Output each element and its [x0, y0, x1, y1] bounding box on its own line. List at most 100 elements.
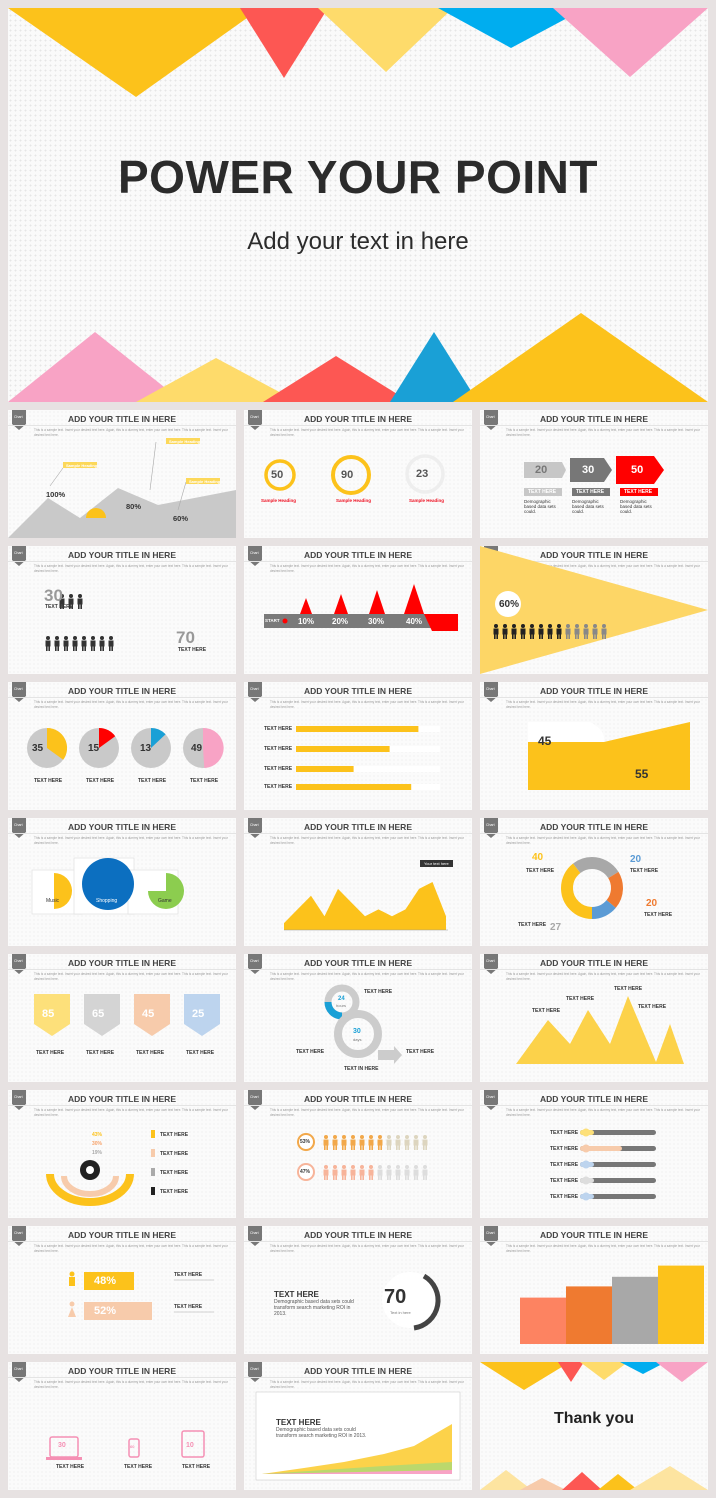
- divider: [244, 1377, 472, 1378]
- slide-description: This is a sample text. Insert your desir…: [34, 972, 228, 981]
- slide-thumbnail-20[interactable]: Chart ADD YOUR TITLE IN HERE This is a s…: [244, 1226, 472, 1354]
- slide-thumbnail-10[interactable]: Chart ADD YOUR TITLE IN HERE This is a s…: [8, 818, 236, 946]
- label: Sample Heading: [189, 479, 221, 484]
- label: TEXT HERE: [550, 1130, 579, 1136]
- value: 27: [550, 922, 562, 933]
- slide-thumbnail-6[interactable]: Chart ADD YOUR TITLE IN HERE This is a s…: [480, 546, 708, 674]
- title-slide[interactable]: POWER YOUR POINT Add your text in here: [8, 8, 708, 402]
- value: 49: [191, 743, 203, 754]
- bar: [296, 746, 390, 752]
- heading: Sample Heading: [409, 498, 445, 503]
- label: Sample Heading: [66, 463, 98, 468]
- slide-thumbnail-2[interactable]: Chart ADD YOUR TITLE IN HERE This is a s…: [244, 410, 472, 538]
- slide-title: ADD YOUR TITLE IN HERE: [304, 1230, 412, 1240]
- label: TEXT HERE: [160, 1170, 189, 1176]
- bar-chart: [520, 1265, 704, 1344]
- slide-tag-label: Chart: [250, 959, 259, 963]
- slide-description: This is a sample text. Insert your desir…: [506, 428, 700, 437]
- value: 52%: [94, 1305, 117, 1317]
- slide-thumbnail-13[interactable]: Chart ADD YOUR TITLE IN HERE This is a s…: [8, 954, 236, 1082]
- slide-description: This is a sample text. Insert your desir…: [270, 1380, 464, 1389]
- slide-tag-label: Chart: [250, 551, 259, 555]
- heading: Sample Heading: [261, 498, 297, 503]
- value: 20%: [332, 617, 349, 626]
- divider: [480, 1241, 708, 1242]
- slide-thumbnail-23[interactable]: Chart ADD YOUR TITLE IN HERE This is a s…: [244, 1362, 472, 1490]
- slide-thumbnail-9[interactable]: Chart ADD YOUR TITLE IN HERE This is a s…: [480, 682, 708, 810]
- value: 80%: [126, 502, 142, 511]
- value: 30: [582, 464, 595, 476]
- slide-thumbnail-4[interactable]: Chart ADD YOUR TITLE IN HERE This is a s…: [8, 546, 236, 674]
- label: TEXT HERE: [264, 726, 293, 732]
- value: 50: [631, 464, 644, 476]
- slide-thumbnail-7[interactable]: Chart ADD YOUR TITLE IN HERE This is a s…: [8, 682, 236, 810]
- note: Demographic based data sets could.: [620, 499, 652, 514]
- slide-description: This is a sample text. Insert your desir…: [270, 836, 464, 845]
- slide-thumbnail-17[interactable]: Chart ADD YOUR TITLE IN HERE This is a s…: [244, 1090, 472, 1218]
- slide-title: ADD YOUR TITLE IN HERE: [68, 414, 176, 424]
- label: TEXT HERE: [614, 986, 643, 992]
- divider: [480, 1105, 708, 1106]
- slide-title: ADD YOUR TITLE IN HERE: [304, 958, 412, 968]
- slide-thumbnail-14[interactable]: Chart ADD YOUR TITLE IN HERE This is a s…: [244, 954, 472, 1082]
- note: Demographic based data sets could transf…: [276, 1427, 367, 1439]
- bar: [658, 1265, 704, 1344]
- divider: [244, 1105, 472, 1106]
- slide-thumbnail-24[interactable]: Thank you: [480, 1362, 708, 1490]
- slide-description: This is a sample text. Insert your desir…: [270, 428, 464, 437]
- label: TEXT HERE: [160, 1132, 189, 1138]
- label: TEXT HERE: [136, 1050, 165, 1056]
- slide-thumbnail-19[interactable]: Chart ADD YOUR TITLE IN HERE This is a s…: [8, 1226, 236, 1354]
- hero-title: POWER YOUR POINT: [118, 151, 598, 203]
- slide-tag-label: Chart: [14, 1095, 23, 1099]
- slide-description: This is a sample text. Insert your desir…: [34, 1380, 228, 1389]
- note: Demographic based data sets could.: [524, 499, 556, 514]
- label: TEXT HERE: [630, 868, 659, 874]
- slide-tag-label: Chart: [14, 415, 23, 419]
- slide-tag-label: Chart: [486, 415, 495, 419]
- divider: [8, 1377, 236, 1378]
- bar-track: [296, 766, 440, 772]
- label: TEXT HERE: [174, 1304, 203, 1310]
- slide-thumbnail-21[interactable]: Chart ADD YOUR TITLE IN HERE This is a s…: [480, 1226, 708, 1354]
- label: TEXT HERE: [182, 1464, 211, 1470]
- bar: [296, 766, 354, 772]
- slide-thumbnail-1[interactable]: Chart ADD YOUR TITLE IN HERE This is a s…: [8, 410, 236, 538]
- slide-tag-label: Chart: [486, 1231, 495, 1235]
- label: TEXT HERE: [86, 778, 115, 784]
- slide-description: This is a sample text. Insert your desir…: [506, 1108, 700, 1117]
- divider: [244, 425, 472, 426]
- label: TEXT HERE: [174, 1272, 203, 1278]
- value: 30%: [92, 1141, 103, 1147]
- slide-description: This is a sample text. Insert your desir…: [270, 1108, 464, 1117]
- label: TEXT HERE: [526, 868, 555, 874]
- slide-description: This is a sample text. Insert your desir…: [34, 836, 228, 845]
- value: 15: [88, 743, 100, 754]
- slide-thumbnail-5[interactable]: Chart ADD YOUR TITLE IN HERE This is a s…: [244, 546, 472, 674]
- bar: [566, 1286, 612, 1344]
- label: TEXT HERE: [550, 1194, 579, 1200]
- slide-description: This is a sample text. Insert your desir…: [34, 428, 228, 437]
- slide-title: ADD YOUR TITLE IN HERE: [304, 822, 412, 832]
- slide-thumbnail-15[interactable]: Chart ADD YOUR TITLE IN HERE This is a s…: [480, 954, 708, 1082]
- slide-thumbnail-22[interactable]: Chart ADD YOUR TITLE IN HERE This is a s…: [8, 1362, 236, 1490]
- label: TEXT HERE: [518, 922, 547, 928]
- label: TEXT HERE: [532, 1008, 561, 1014]
- slide-description: This is a sample text. Insert your desir…: [506, 1244, 700, 1253]
- divider: [8, 425, 236, 426]
- label: TEXT HERE: [296, 1049, 325, 1055]
- slide-title: ADD YOUR TITLE IN HERE: [304, 1094, 412, 1104]
- divider: [480, 697, 708, 698]
- slide-thumbnail-12[interactable]: Chart ADD YOUR TITLE IN HERE This is a s…: [480, 818, 708, 946]
- slide-title: ADD YOUR TITLE IN HERE: [68, 1230, 176, 1240]
- slide-thumbnail-3[interactable]: Chart ADD YOUR TITLE IN HERE This is a s…: [480, 410, 708, 538]
- slide-thumbnail-11[interactable]: Chart ADD YOUR TITLE IN HERE This is a s…: [244, 818, 472, 946]
- value: 23: [416, 468, 429, 480]
- bar: [612, 1276, 658, 1344]
- unit: days: [353, 1037, 362, 1042]
- slide-thumbnail-18[interactable]: Chart ADD YOUR TITLE IN HERE This is a s…: [480, 1090, 708, 1218]
- value: 25: [192, 1008, 205, 1020]
- slide-description: This is a sample text. Insert your desir…: [506, 700, 700, 709]
- slide-thumbnail-16[interactable]: Chart ADD YOUR TITLE IN HERE This is a s…: [8, 1090, 236, 1218]
- slide-thumbnail-8[interactable]: Chart ADD YOUR TITLE IN HERE This is a s…: [244, 682, 472, 810]
